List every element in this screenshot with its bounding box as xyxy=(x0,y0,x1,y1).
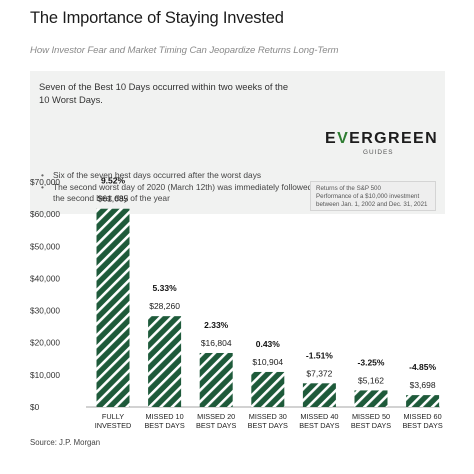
bar xyxy=(251,371,285,407)
bar xyxy=(199,352,233,407)
x-tick-label: BEST DAYS xyxy=(299,421,339,430)
callout-headline: Seven of the Best 10 Days occurred withi… xyxy=(39,81,289,105)
note-line: Returns of the S&P 500 xyxy=(316,185,381,192)
bar-percent-label: -1.51% xyxy=(306,350,333,360)
x-tick-label: BEST DAYS xyxy=(402,421,442,430)
bar-percent-label: 9.52% xyxy=(101,176,126,186)
x-tick-label: MISSED 40 xyxy=(300,412,338,421)
bar-value-label: $16,804 xyxy=(201,338,232,348)
bar-value-label: $3,698 xyxy=(410,380,436,390)
callout-bullets: Six of the seven best days occurred afte… xyxy=(39,170,329,205)
y-tick-label: $10,000 xyxy=(30,370,60,380)
x-tick-label: FULLY xyxy=(102,412,124,421)
bar-value-label: $10,904 xyxy=(252,357,283,367)
bar-percent-label: -3.25% xyxy=(358,357,385,367)
bar-value-label: $61,685 xyxy=(98,194,129,204)
y-tick-label: $50,000 xyxy=(30,241,60,251)
note-line: Performance of a $10,000 investment xyxy=(316,193,420,201)
source-note: Source: J.P. Morgan xyxy=(30,438,101,447)
x-tick-label: BEST DAYS xyxy=(248,421,288,430)
bar-chart: $0 $10,000 $20,000 $30,000 $40,000 $50,000 $60… xyxy=(30,176,443,430)
x-tick-label: INVESTED xyxy=(95,421,132,430)
y-tick-label: $60,000 xyxy=(30,209,60,219)
callout-bullet: Six of the seven best days occurred afte… xyxy=(39,170,329,181)
page-title: The Importance of Staying Invested xyxy=(30,9,284,27)
bar-percent-label: 2.33% xyxy=(204,320,229,330)
x-tick-label: MISSED 10 xyxy=(146,412,184,421)
y-tick-label: $70,000 xyxy=(30,177,60,187)
bar-percent-label: 5.33% xyxy=(153,283,178,293)
bar-value-label: $5,162 xyxy=(358,375,384,385)
note-line: between Jan. 1, 2002 and Dec. 31, 2021 xyxy=(316,201,428,209)
evergreen-logo: EVERGREEN GUIDES xyxy=(325,130,437,166)
y-tick-label: $40,000 xyxy=(30,273,60,283)
bar xyxy=(96,208,130,407)
x-tick-label: MISSED 30 xyxy=(249,412,287,421)
bar xyxy=(406,395,440,407)
x-tick-label: BEST DAYS xyxy=(196,421,236,430)
x-tick-label: MISSED 20 xyxy=(197,412,235,421)
bar-percent-label: -4.85% xyxy=(409,362,436,372)
bar-value-label: $28,260 xyxy=(149,301,180,311)
bar-value-label: $7,372 xyxy=(306,368,332,378)
chart-note: Returns of the S&P 500 Performance of a … xyxy=(310,181,436,211)
bar-percent-label: 0.43% xyxy=(256,339,281,349)
bar xyxy=(148,316,182,407)
leaf-v-icon: V xyxy=(337,130,350,147)
logo-subtext: GUIDES xyxy=(363,149,394,156)
callout-box: Seven of the Best 10 Days occurred withi… xyxy=(30,71,445,214)
x-tick-label: BEST DAYS xyxy=(351,421,391,430)
bar xyxy=(302,383,336,407)
callout-bullet: The second worst day of 2020 (March 12th… xyxy=(39,182,329,204)
bar xyxy=(354,390,388,407)
y-tick-label: $20,000 xyxy=(30,338,60,348)
y-tick-label: $30,000 xyxy=(30,306,60,316)
y-tick-label: $0 xyxy=(30,402,40,412)
logo-wordmark: EVERGREEN xyxy=(325,130,439,147)
x-tick-label: MISSED 60 xyxy=(404,412,442,421)
page-subtitle: How Investor Fear and Market Timing Can … xyxy=(30,45,339,56)
x-tick-label: MISSED 50 xyxy=(352,412,390,421)
x-tick-label: BEST DAYS xyxy=(144,421,184,430)
